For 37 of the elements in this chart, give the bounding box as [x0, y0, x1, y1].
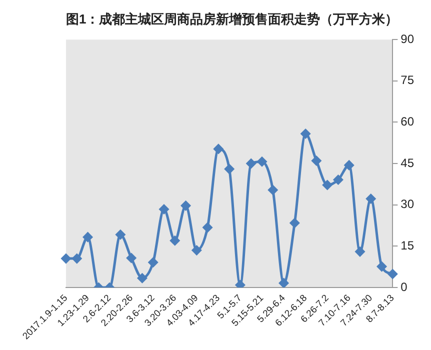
point	[312, 156, 322, 166]
point	[181, 200, 191, 210]
y-tick-label: 30	[400, 197, 414, 212]
point	[377, 262, 387, 272]
point	[202, 222, 212, 232]
y-tick-label: 90	[400, 32, 414, 46]
y-tick-label: 0	[400, 280, 408, 294]
point	[214, 144, 224, 154]
point	[192, 246, 202, 256]
y-tick-label: 45	[400, 156, 414, 170]
point	[279, 278, 289, 288]
point	[83, 232, 93, 242]
point	[366, 194, 376, 204]
point	[224, 164, 234, 174]
point	[355, 246, 365, 256]
point	[333, 175, 343, 185]
point	[126, 253, 136, 263]
point	[159, 204, 169, 214]
chart-title: 图1：成都主城区周商品房新增预售面积走势（万平方米）	[66, 11, 398, 26]
point	[290, 218, 300, 228]
y-tick-label: 60	[400, 114, 414, 129]
y-tick-label: 75	[400, 73, 414, 88]
point	[235, 280, 245, 288]
point	[300, 129, 310, 139]
point	[61, 254, 71, 264]
point	[246, 158, 256, 168]
point	[170, 236, 180, 246]
point	[344, 160, 354, 170]
point	[257, 156, 267, 166]
point	[268, 185, 278, 195]
point	[322, 180, 332, 190]
point	[388, 269, 398, 279]
point	[148, 258, 158, 268]
point	[72, 254, 82, 264]
point	[137, 273, 147, 283]
point	[116, 230, 126, 240]
y-tick-label: 15	[400, 238, 414, 252]
